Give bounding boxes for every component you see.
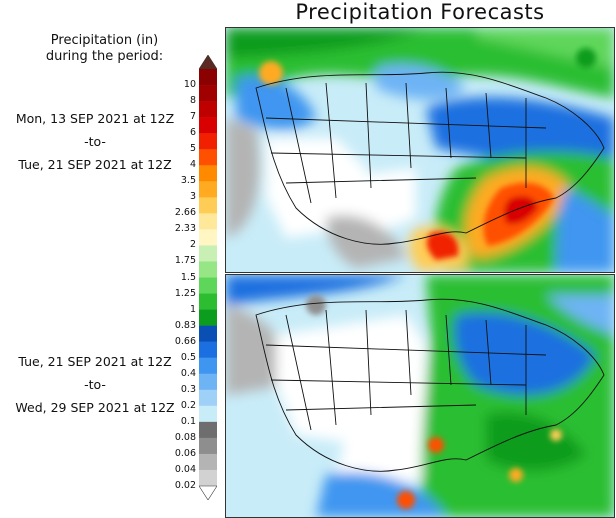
colorbar-swatch (199, 165, 217, 182)
map2-precip-field (226, 275, 614, 517)
colorbar-tick-label: 0.06 (174, 447, 196, 459)
colorbar-tick-label: 3.5 (180, 175, 196, 187)
period2-start: Tue, 21 SEP 2021 at 12Z (18, 354, 172, 369)
colorbar-tick-label: 1.5 (180, 271, 196, 283)
colorbar-tick-label: 0.3 (180, 383, 196, 395)
colorbar-swatch (199, 277, 217, 294)
colorbar-swatch (199, 245, 217, 262)
colorbar-tick-label: 0.66 (174, 335, 196, 347)
colorbar-tick-label: 6 (189, 127, 196, 139)
colorbar-tick-label: 0.02 (174, 480, 196, 491)
period2-sep: -to- (84, 377, 106, 392)
colorbar-tick-label: 1.75 (174, 255, 196, 267)
map1-precip-field (226, 28, 614, 272)
colorbar-swatch (199, 293, 217, 310)
period1-end: Tue, 21 SEP 2021 at 12Z (18, 157, 172, 172)
colorbar-tick-label: 0.83 (174, 319, 196, 331)
colorbar-tick-label: 0.5 (180, 351, 196, 363)
chart-title: Precipitation Forecasts (295, 0, 545, 24)
colorbar-tick-label: 2 (189, 239, 196, 251)
map2-boundaries (255, 298, 605, 472)
colorbar-swatch (199, 373, 217, 391)
colorbar-swatch (199, 325, 217, 342)
colorbar-tick-label: 4 (189, 159, 196, 171)
colorbar-bottom-arrow (199, 485, 217, 500)
colorbar-swatch (199, 469, 217, 487)
colorbar-tick-label: 3 (189, 191, 196, 203)
colorbar-swatch (199, 389, 217, 407)
colorbar-top-arrow (199, 55, 217, 70)
map1-boundaries (255, 71, 605, 245)
colorbar-swatch (199, 133, 217, 150)
colorbar-tick-label: 0.04 (174, 463, 196, 475)
colorbar-tick-label: 2.33 (174, 223, 196, 235)
colorbar-tick-label: 5 (189, 143, 196, 155)
period1-sep: -to- (84, 134, 106, 149)
colorbar-swatch (199, 213, 217, 230)
colorbar-swatch (199, 357, 217, 375)
colorbar-tick-label: 2.66 (174, 207, 196, 219)
colorbar-tick-label: 1 (189, 303, 196, 315)
legend-title-line2: during the period: (45, 49, 164, 64)
precip-map-period2 (225, 274, 615, 518)
colorbar-swatch (199, 197, 217, 214)
colorbar-tick-label: 0.4 (180, 367, 196, 379)
colorbar (199, 55, 217, 500)
colorbar-swatch (199, 309, 217, 326)
period2-end: Wed, 29 SEP 2021 at 12Z (15, 400, 175, 415)
colorbar-swatch (199, 229, 217, 246)
colorbar-tick-label: 0.08 (174, 431, 196, 443)
colorbar-swatch (199, 85, 217, 102)
legend-title: Precipitation (in) during the period: (12, 33, 197, 65)
colorbar-tick-label: 10 (183, 79, 196, 91)
colorbar-tick-label: 8 (189, 95, 196, 107)
colorbar-swatch (199, 341, 217, 358)
colorbar-swatch (199, 149, 217, 166)
colorbar-tick-label: 0.1 (180, 415, 196, 427)
colorbar-tick-label: 1.25 (174, 287, 196, 299)
colorbar-swatch (199, 117, 217, 134)
colorbar-swatch (199, 453, 217, 471)
colorbar-swatch (199, 101, 217, 118)
colorbar-swatch (199, 405, 217, 423)
colorbar-tick-label: 0.2 (180, 399, 196, 411)
period1-start: Mon, 13 SEP 2021 at 12Z (15, 111, 175, 126)
colorbar-swatch (199, 421, 217, 439)
colorbar-swatch (199, 69, 217, 86)
colorbar-swatch (199, 181, 217, 198)
colorbar-tick-label: 7 (189, 111, 196, 123)
legend-title-line1: Precipitation (in) (50, 33, 159, 48)
colorbar-swatch (199, 261, 217, 278)
precip-map-period1 (225, 27, 615, 273)
colorbar-swatch (199, 437, 217, 455)
